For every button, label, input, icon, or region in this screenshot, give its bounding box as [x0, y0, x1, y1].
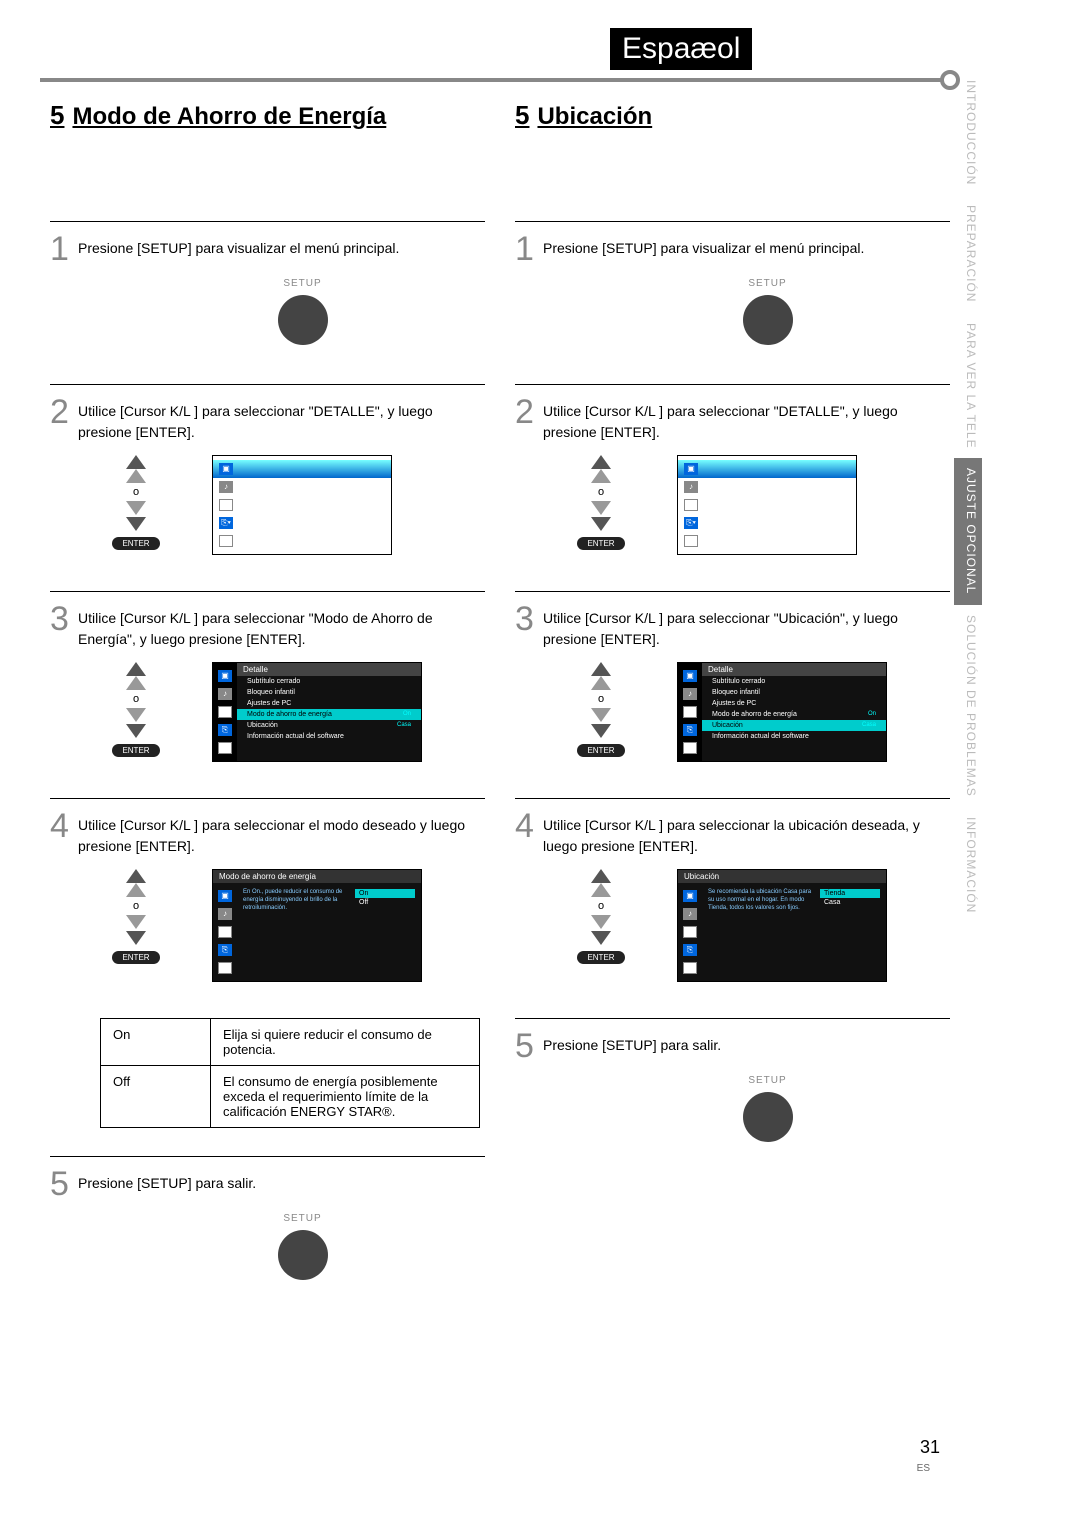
nav-pad-illustration: o ENTER — [565, 455, 637, 550]
left-title-num: 5 — [50, 100, 64, 130]
step-number: 2 — [50, 395, 78, 429]
setup-label: SETUP — [585, 1075, 950, 1086]
detail-menu-illustration: ▣♪⊓⎘▣ Detalle Subtítulo cerrado Bloqueo … — [212, 662, 422, 762]
side-tab: INTRODUCCIÓN — [954, 70, 982, 195]
enter-pill: ENTER — [112, 951, 159, 964]
nav-pad-illustration: o ENTER — [100, 455, 172, 550]
table-cell-off-desc: El consumo de energía posiblemente exced… — [211, 1066, 480, 1128]
step-number: 5 — [50, 1167, 78, 1201]
step-text: Utilice [Cursor K/L ] para seleccionar l… — [543, 809, 950, 857]
side-tab-active: AJUSTE OPCIONAL — [954, 458, 982, 604]
setup-button-illustration: SETUP — [120, 1213, 485, 1283]
divider — [515, 798, 950, 799]
step-number: 3 — [50, 602, 78, 636]
page-language-code: ES — [917, 1463, 930, 1474]
side-tabs: INTRODUCCIÓN PREPARACIÓN PARA VER LA TEL… — [954, 70, 982, 923]
right-title-num: 5 — [515, 100, 529, 130]
step-text: Presione [SETUP] para visualizar el menú… — [78, 232, 485, 259]
step-text: Presione [SETUP] para visualizar el menú… — [543, 232, 950, 259]
enter-pill: ENTER — [577, 537, 624, 550]
step-text: Utilice [Cursor K/L ] para seleccionar "… — [543, 395, 950, 443]
divider — [50, 1156, 485, 1157]
left-column: 5 Modo de Ahorro de Energía 1 Presione [S… — [50, 100, 485, 1319]
main-menu-illustration: ▣ ♪ ⊓▾ ⎘▾ ▣ — [677, 455, 857, 555]
step-text: Presione [SETUP] para salir. — [78, 1167, 485, 1194]
step-text: Utilice [Cursor K/L ] para seleccionar "… — [78, 602, 485, 650]
step-text: Utilice [Cursor K/L ] para seleccionar "… — [78, 395, 485, 443]
page-number: 31 — [920, 1437, 940, 1458]
language-badge: Espaæol — [610, 28, 752, 70]
table-cell-on-desc: Elija si quiere reducir el consumo de po… — [211, 1019, 480, 1066]
setup-button-illustration: SETUP — [120, 278, 485, 348]
left-section-title: 5 Modo de Ahorro de Energía — [50, 100, 485, 131]
step-number: 3 — [515, 602, 543, 636]
side-tab: SOLUCIÓN DE PROBLEMAS — [954, 605, 982, 807]
setup-label: SETUP — [585, 278, 950, 289]
enter-pill: ENTER — [112, 744, 159, 757]
divider — [515, 384, 950, 385]
setup-round-button — [278, 295, 328, 345]
main-menu-illustration: ▣ ♪ ⊓▾ ⎘▾ ▣ — [212, 455, 392, 555]
setup-round-button — [278, 1230, 328, 1280]
divider — [515, 221, 950, 222]
divider — [50, 384, 485, 385]
right-section-title: 5 Ubicación — [515, 100, 950, 131]
right-title-text: Ubicación — [537, 103, 652, 130]
detail-header: Detalle — [237, 663, 421, 676]
table-cell-off-label: Off — [101, 1066, 211, 1128]
divider — [515, 1018, 950, 1019]
nav-pad-illustration: o ENTER — [100, 869, 172, 964]
setup-button-illustration: SETUP — [585, 278, 950, 348]
nav-pad-illustration: o ENTER — [565, 662, 637, 757]
side-tab: PREPARACIÓN — [954, 195, 982, 312]
step-text: Presione [SETUP] para salir. — [543, 1029, 950, 1056]
setup-label: SETUP — [120, 1213, 485, 1224]
step-number: 4 — [50, 809, 78, 843]
divider — [50, 591, 485, 592]
side-tab: PARA VER LA TELE — [954, 313, 982, 459]
step-text: Utilice [Cursor K/L ] para seleccionar "… — [543, 602, 950, 650]
step-number: 1 — [50, 232, 78, 266]
mode-select-illustration: Modo de ahorro de energía ▣♪⊓⎘▣ En On., … — [212, 869, 422, 982]
side-tab: INFORMACIÓN — [954, 807, 982, 923]
step-number: 4 — [515, 809, 543, 843]
table-cell-on-label: On — [101, 1019, 211, 1066]
detail-menu-illustration: ▣♪⊓⎘▣ Detalle Subtítulo cerrado Bloqueo … — [677, 662, 887, 762]
nav-pad-illustration: o ENTER — [100, 662, 172, 757]
step-number: 1 — [515, 232, 543, 266]
on-off-table: On Elija si quiere reducir el consumo de… — [100, 1018, 480, 1128]
location-select-illustration: Ubicación ▣♪⊓⎘▣ Se recomienda la ubicaci… — [677, 869, 887, 982]
enter-pill: ENTER — [577, 744, 624, 757]
right-column: 5 Ubicación 1 Presione [SETUP] para visua… — [515, 100, 950, 1319]
step-number: 5 — [515, 1029, 543, 1063]
setup-label: SETUP — [120, 278, 485, 289]
nav-pad-illustration: o ENTER — [565, 869, 637, 964]
top-rule — [40, 78, 945, 82]
divider — [50, 798, 485, 799]
step-text: Utilice [Cursor K/L ] para seleccionar e… — [78, 809, 485, 857]
divider — [50, 221, 485, 222]
setup-button-illustration: SETUP — [585, 1075, 950, 1145]
setup-round-button — [743, 295, 793, 345]
step-number: 2 — [515, 395, 543, 429]
left-title-text: Modo de Ahorro de Energía — [72, 103, 386, 130]
divider — [515, 591, 950, 592]
enter-pill: ENTER — [577, 951, 624, 964]
enter-pill: ENTER — [112, 537, 159, 550]
setup-round-button — [743, 1092, 793, 1142]
